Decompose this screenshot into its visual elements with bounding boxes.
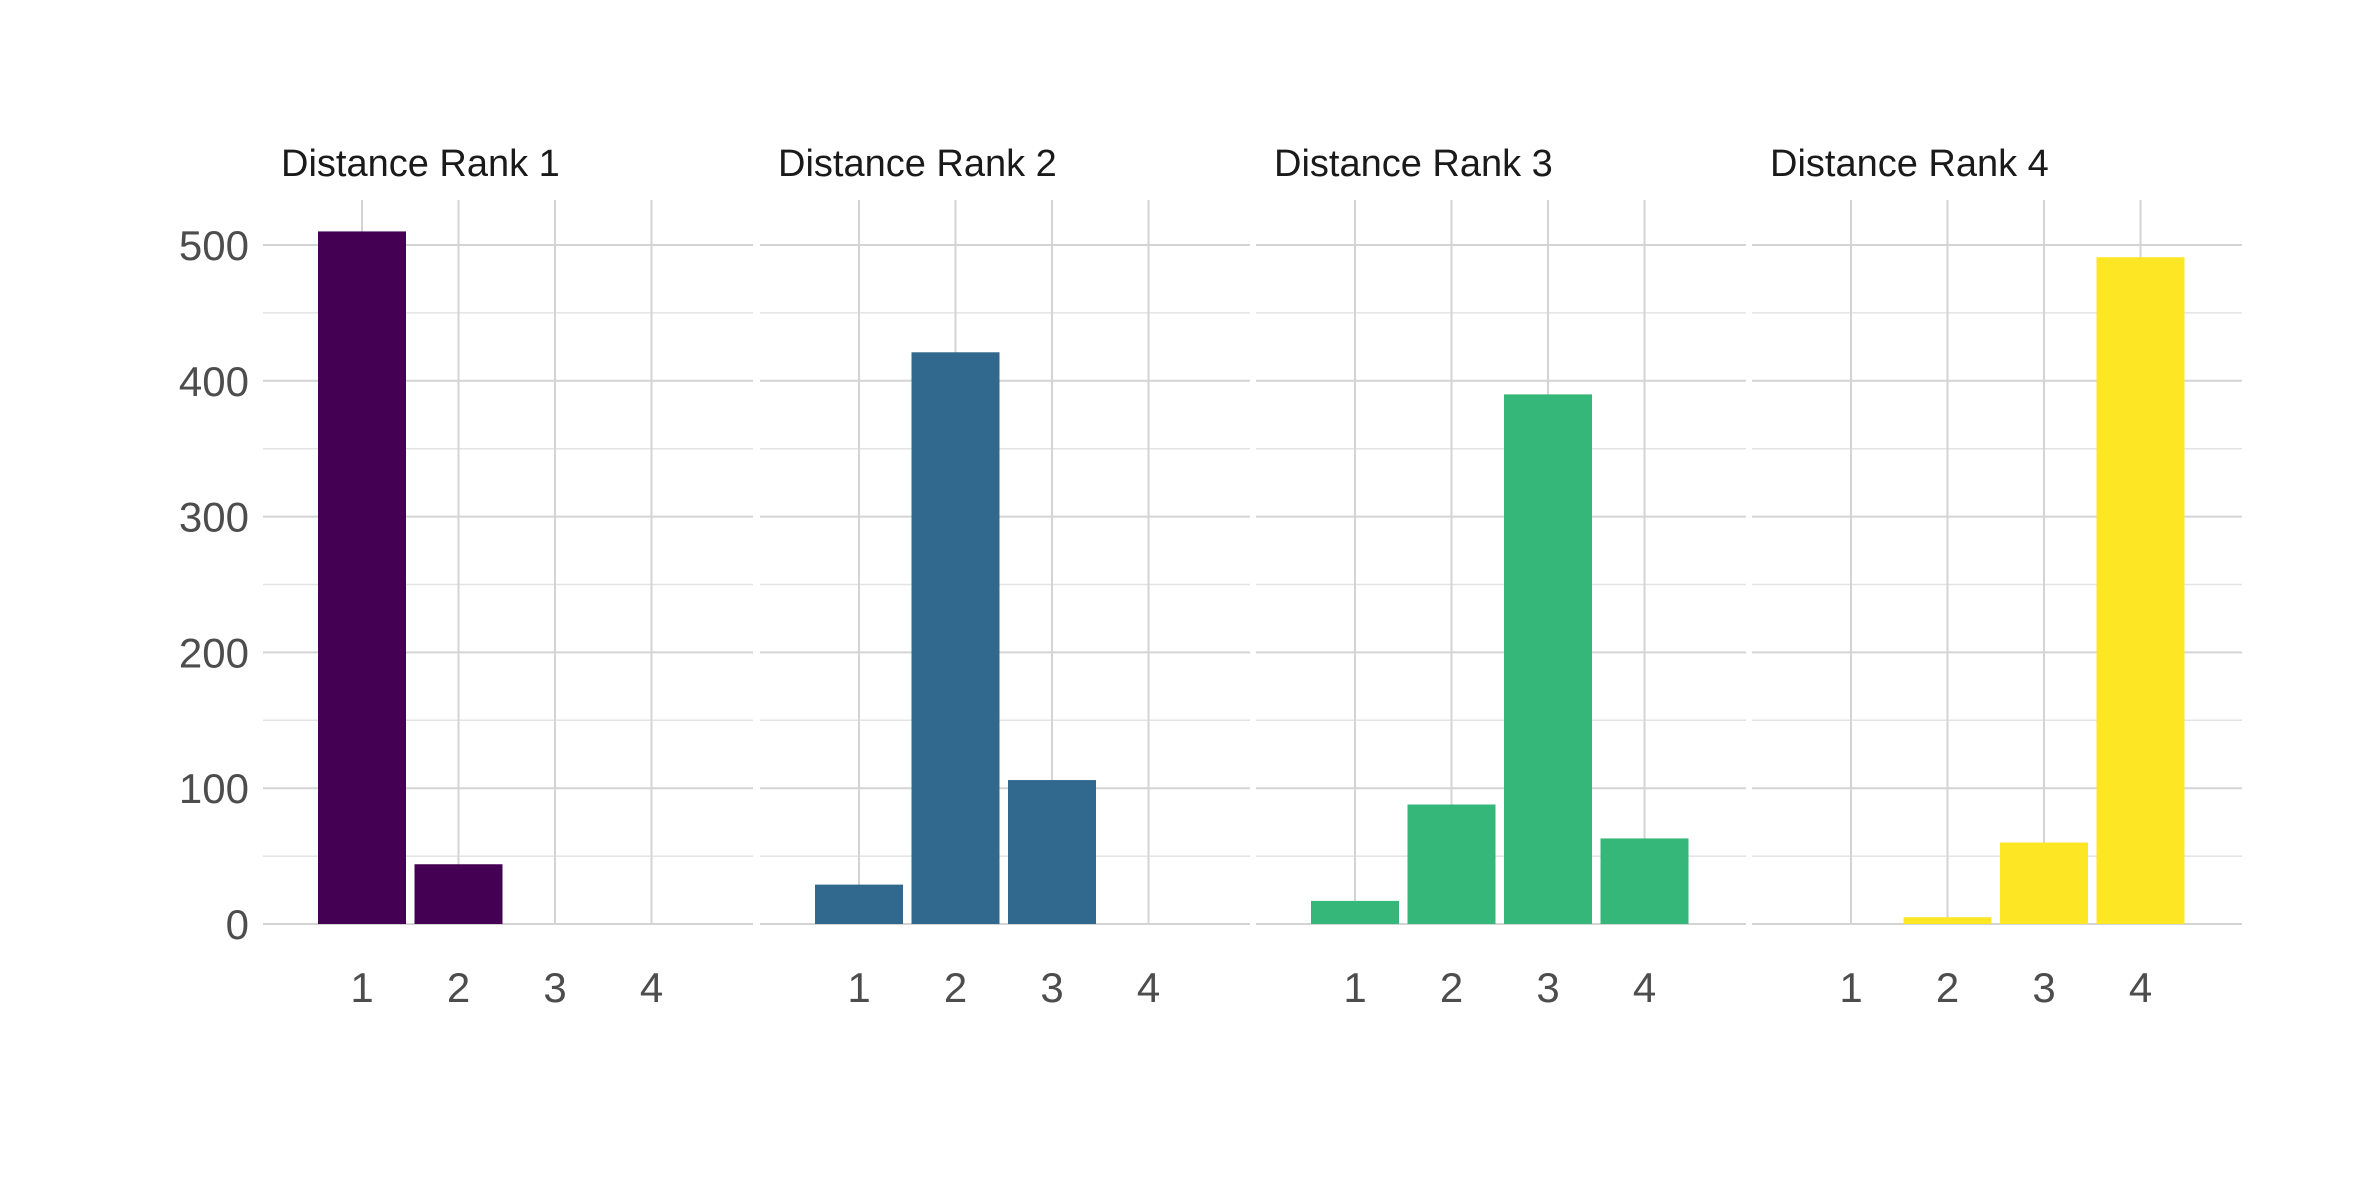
x-tick-label: 3 (1040, 964, 1063, 1011)
x-tick-label: 4 (1137, 964, 1160, 1011)
facet-title: Distance Rank 4 (1770, 143, 2049, 185)
y-tick-label: 500 (179, 222, 249, 269)
x-tick-label: 2 (447, 964, 470, 1011)
x-tick-label: 3 (2032, 964, 2055, 1011)
bar (2000, 842, 2088, 924)
bar (815, 884, 903, 924)
facet-panel: Distance Rank 4 1 2 3 4 (1752, 143, 2242, 1011)
bar (1008, 780, 1096, 924)
bar (911, 352, 1000, 925)
facet-panel: Distance Rank 3 1 2 3 4 (1256, 143, 1746, 1011)
x-tick-label: 2 (944, 964, 967, 1011)
bar (1311, 900, 1399, 924)
facet-title: Distance Rank 3 (1274, 143, 1553, 185)
x-tick-label: 4 (2129, 964, 2152, 1011)
x-tick-label: 4 (640, 964, 663, 1011)
bar (414, 864, 503, 924)
facet-panel: Distance Rank 2 1 2 3 4 (760, 143, 1250, 1011)
y-tick-label: 300 (179, 494, 249, 541)
facet-panel: Distance Rank 1 1 2 3 4 (263, 143, 753, 1011)
bar (1407, 804, 1496, 924)
facet-title: Distance Rank 2 (778, 143, 1057, 185)
bar (318, 231, 406, 925)
x-tick-label: 2 (1440, 964, 1463, 1011)
x-tick-label: 1 (1343, 964, 1366, 1011)
bar (1600, 838, 1689, 924)
bar (1903, 917, 1992, 924)
y-tick-label: 200 (179, 629, 249, 676)
bar (2096, 257, 2185, 924)
x-tick-label: 1 (847, 964, 870, 1011)
x-tick-label: 3 (543, 964, 566, 1011)
y-tick-label: 0 (226, 901, 249, 948)
bar (1504, 394, 1592, 924)
x-tick-label: 1 (350, 964, 373, 1011)
x-tick-label: 4 (1633, 964, 1656, 1011)
y-tick-label: 400 (179, 358, 249, 405)
x-tick-label: 3 (1536, 964, 1559, 1011)
y-tick-label: 100 (179, 765, 249, 812)
facet-title: Distance Rank 1 (281, 143, 560, 185)
x-tick-label: 2 (1936, 964, 1959, 1011)
x-tick-label: 1 (1839, 964, 1862, 1011)
